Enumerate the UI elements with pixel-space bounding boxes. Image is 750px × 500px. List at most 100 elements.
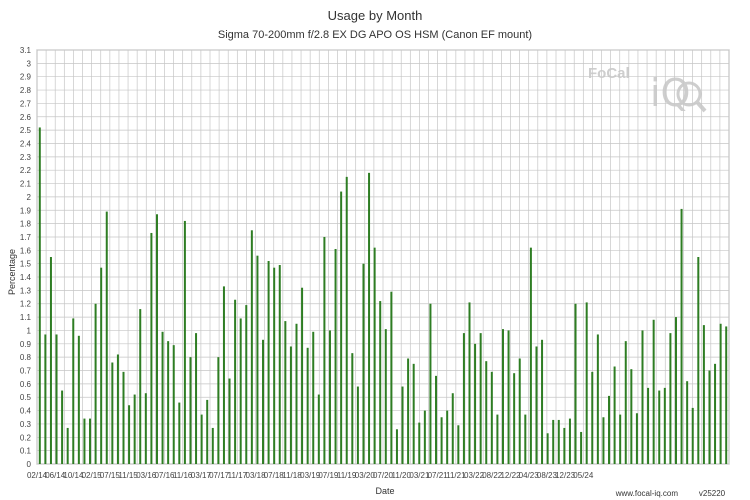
chart-title: Usage by Month [328,8,423,23]
bar [635,413,638,464]
y-tick-label: 1.6 [20,246,32,255]
y-tick-label: 0.1 [20,447,32,456]
watermark-magnifier-handle [695,100,707,113]
x-tick-label: 06/14 [45,471,66,480]
bar [501,329,504,464]
x-tick-label: 07/17 [209,471,230,480]
bar [262,339,265,464]
bar [77,335,80,464]
y-tick-label: 1.3 [20,286,32,295]
bar [708,370,711,464]
bar [222,286,225,464]
bar [183,220,186,464]
x-tick-label: 07/15 [100,471,121,480]
bar [128,405,131,464]
bar [306,347,309,464]
bar [446,410,449,464]
x-tick-label: 11/19 [337,471,357,480]
y-tick-label: 2.5 [20,126,32,135]
bar [680,208,683,464]
bar [440,417,443,464]
bar [312,331,315,464]
bar [435,375,438,464]
bar [267,261,270,464]
y-tick-label: 2.9 [20,73,32,82]
bar [284,321,287,464]
bar [541,339,544,464]
bar [563,427,566,464]
y-axis-label: Percentage [7,249,17,295]
y-tick-label: 1.4 [20,273,32,282]
bar [451,393,454,464]
bar [323,236,326,464]
bar [390,291,393,464]
bar [686,381,689,464]
bar [83,418,86,464]
bar [44,334,47,464]
bar [719,323,722,464]
bar [295,323,298,464]
x-tick-label: 07/18 [264,471,285,480]
bar [301,287,304,464]
bar [568,418,571,464]
bar [691,407,694,464]
x-tick-label: 07/16 [154,471,175,480]
y-axis: 0 0.1 0.2 0.3 0.4 0.5 0.6 0.7 0.8 0.9 1 1.1 1.2 1.3 1.… [20,46,32,469]
bar [172,345,175,464]
bar [507,330,510,464]
x-tick-label: 10/14 [63,471,84,480]
bar [401,386,404,464]
watermark-brand-text: FoCal [588,65,630,82]
bar [591,371,594,464]
bar [55,334,58,464]
y-tick-label: 2.8 [20,86,32,95]
bar [161,331,164,464]
y-tick-label: 2.1 [20,180,32,189]
bar [624,341,627,464]
footer-version: v25220 [699,489,726,498]
bar [273,267,276,464]
bar [239,318,242,464]
y-tick-label: 0.6 [20,380,32,389]
bar [217,357,220,464]
bar [546,433,549,464]
x-tick-label: 07/19 [318,471,339,480]
bar [412,363,415,464]
bar [557,419,560,464]
bar [228,378,231,464]
x-tick-label: 03/20 [355,471,376,480]
bar [345,176,348,464]
bar [496,414,499,464]
bar [613,366,616,464]
bar [596,334,599,464]
y-tick-label: 0 [27,460,32,469]
bar [574,303,577,464]
bar [289,346,292,464]
x-tick-label: 08/22 [482,471,503,480]
bars [38,127,728,465]
y-tick-label: 0.4 [20,407,32,416]
bar [256,255,259,464]
bar [234,299,237,464]
bar [585,302,588,464]
x-tick-label: 11/16 [173,471,193,480]
bar [552,419,555,464]
bar [725,326,728,464]
bar [340,191,343,464]
x-tick-label: 11/17 [228,471,248,480]
x-tick-label: 03/22 [464,471,485,480]
bar [630,369,633,464]
bar [457,425,460,464]
bar [38,127,41,465]
bar [373,247,376,464]
bar [418,422,421,464]
bar [356,386,359,464]
x-tick-label: 03/17 [191,471,212,480]
y-tick-label: 1.7 [20,233,32,242]
x-tick-label: 04/23 [519,471,540,480]
bar [663,387,666,464]
bar [368,172,371,465]
bar [94,303,97,464]
x-tick-label: 05/24 [573,471,594,480]
bar [362,263,365,464]
